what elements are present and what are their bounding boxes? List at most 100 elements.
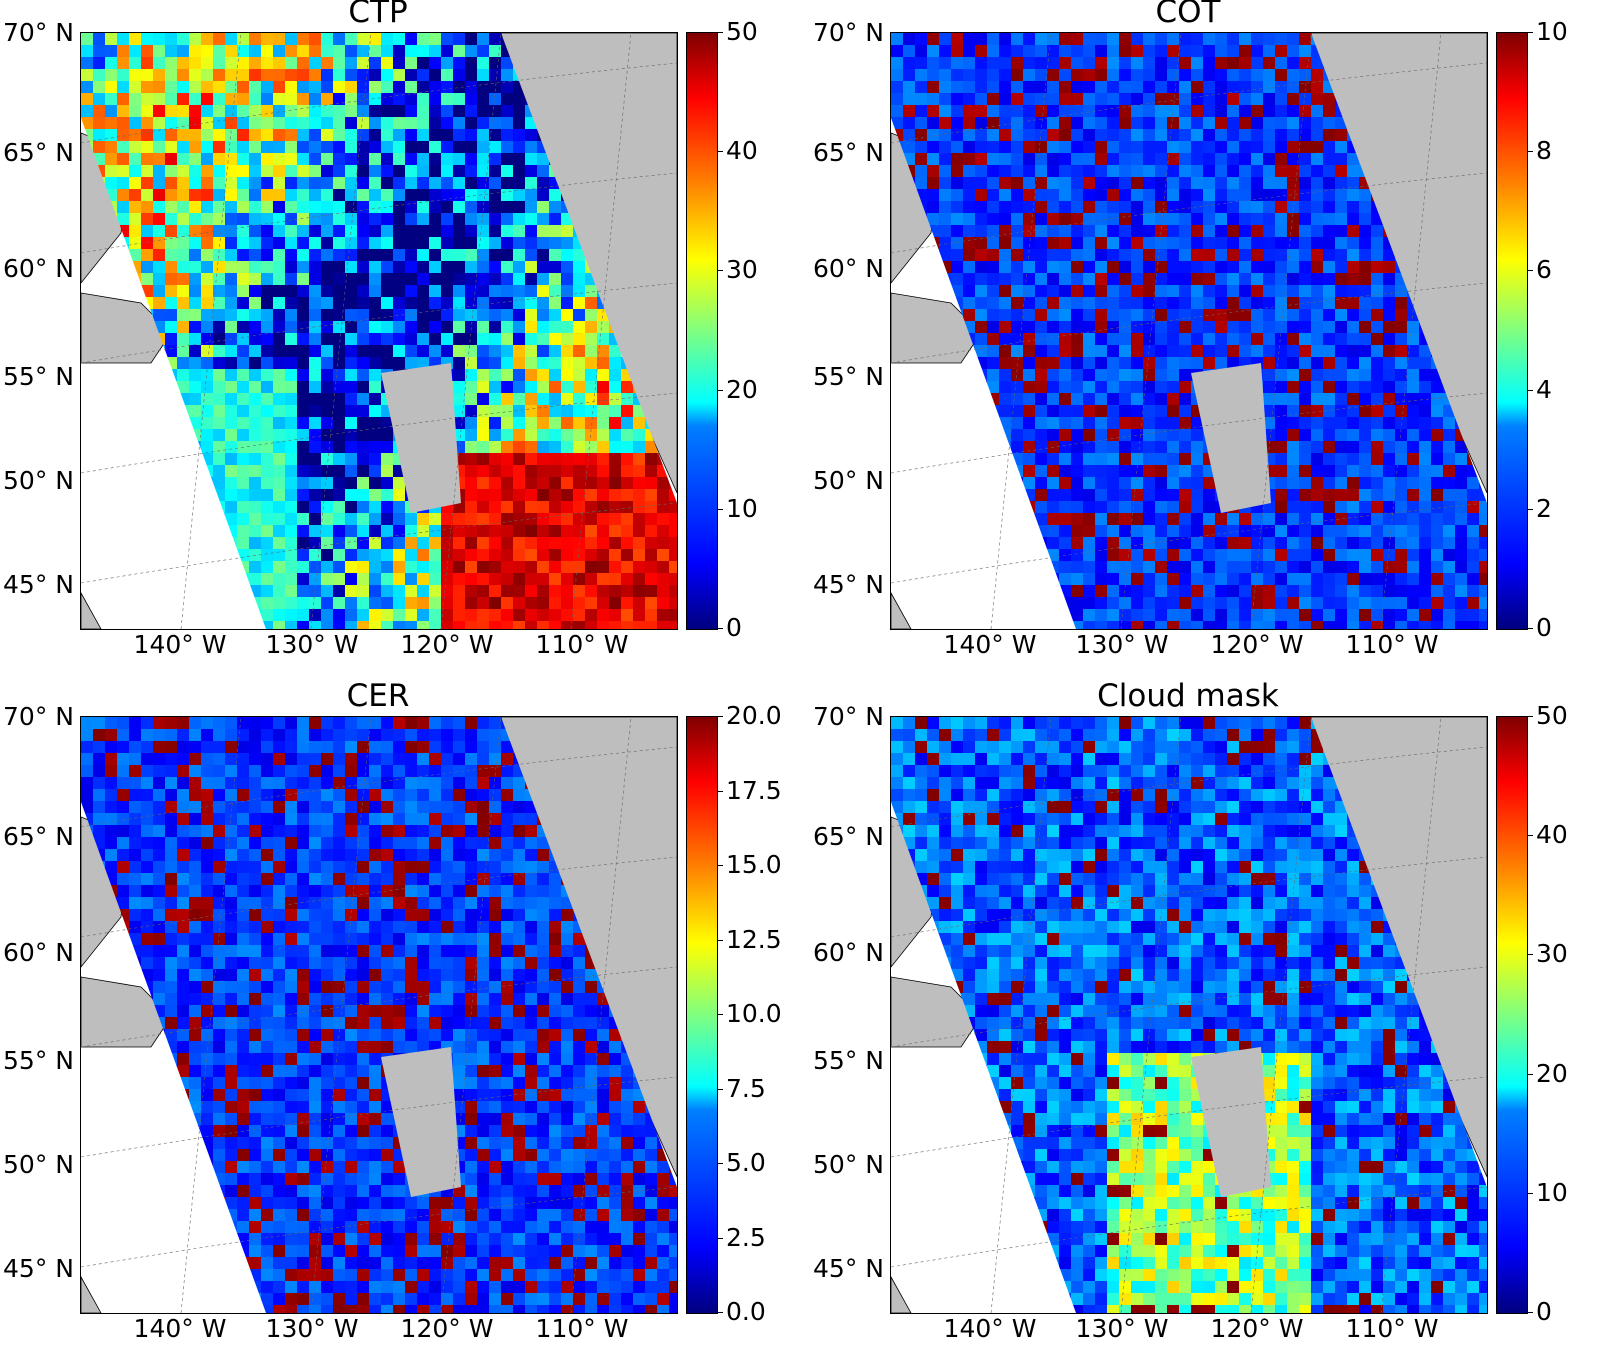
latitude-gridline [81,502,677,584]
colorbar [686,716,718,1314]
panel-cloud-mask: Cloud mask 70° N 65° N 60° N 55° N 50° N 45° … [810,678,1606,1371]
colorbar-tick-label: 0 [726,613,742,642]
colorbar-tick-label: 20.0 [726,701,782,730]
colorbar-tick-label: 20 [726,374,758,404]
latitude-label: 65° N [813,822,884,851]
latitude-label: 70° N [813,702,884,731]
latitude-gridline [81,966,677,1048]
map-area [890,716,1488,1314]
colorbar-tick-label: 17.5 [726,775,782,805]
colorbar-tickmark [717,1312,723,1313]
longitude-gridline [570,717,632,1313]
latitude-gridline [891,392,1487,474]
colorbar-tick-label: 10 [726,493,758,523]
colorbar-tickmark [1527,1192,1533,1194]
colorbar-tick-label: 4 [1536,374,1552,404]
panel-cot: COT 70° N 65° N 60° N 55° N 50° N 45° N 140° W… [810,0,1606,680]
colorbar-tick-label: 6 [1536,255,1552,285]
longitude-gridline [1120,717,1182,1313]
longitude-label: 110° W [1345,1314,1439,1343]
panel-title: Cloud mask [1097,678,1279,714]
latitude-label: 70° N [3,18,74,47]
land-mass [891,976,982,1048]
latitude-label: 55° N [813,362,884,391]
colorbar-tickmark [717,508,723,510]
panel-title: CTP [348,0,408,30]
longitude-gridline [570,33,632,629]
latitude-gridline [81,62,677,144]
colorbar-tick-label: 20 [1536,1058,1568,1088]
colorbar-tickmark [717,1163,723,1164]
latitude-label: 65° N [813,138,884,167]
latitude-gridline [891,856,1487,938]
missing-data-region [1191,363,1271,513]
colorbar-tick-label: 0 [1536,613,1552,642]
colorbar-tick-label: 10 [1536,1177,1568,1207]
latitude-gridline [81,1076,677,1158]
colorbar-tickmark [717,1014,723,1015]
longitude-label: 130° W [265,630,359,659]
longitude-label: 110° W [535,1314,629,1343]
colorbar-tick-label: 8 [1536,136,1552,166]
longitude-gridline [310,33,372,629]
panel-title: COT [1155,0,1221,30]
land-mass [81,592,102,629]
colorbar-tickmark [1527,389,1533,391]
colorbar-tick-label: 10.0 [726,999,782,1028]
longitude-label: 130° W [265,1314,359,1343]
colorbar-tickmark [1527,508,1533,510]
panel-ctp: CTP 70° N 65° N 60° N 55° N 50° N 45° N 140° W… [0,0,800,680]
longitude-gridline [1380,33,1442,629]
latitude-label: 50° N [3,466,74,495]
longitude-gridline [440,33,502,629]
longitude-label: 140° W [943,630,1037,659]
longitude-label: 120° W [1210,630,1304,659]
map-area [80,716,678,1314]
colorbar-tick-label: 5.0 [726,1148,766,1177]
latitude-gridline [891,282,1487,364]
longitude-gridline [990,717,1052,1313]
colorbar-tickmark [717,716,723,717]
latitude-label: 65° N [3,822,74,851]
latitude-label: 55° N [3,362,74,391]
latitude-gridline [891,62,1487,144]
land-mass [891,592,912,629]
missing-data-region [381,1047,461,1197]
longitude-label: 120° W [400,1314,494,1343]
colorbar-tickmark [717,389,723,391]
colorbar [1496,716,1528,1314]
colorbar-tick-label: 40 [1536,820,1568,850]
colorbar-tick-label: 50 [1536,701,1568,730]
colorbar-tick-label: 30 [1536,939,1568,969]
colorbar-tick-label: 10 [1536,17,1568,46]
latitude-label: 45° N [813,1254,884,1283]
latitude-gridline [891,746,1487,828]
colorbar-tickmark [717,628,723,629]
colorbar [1496,32,1528,630]
latitude-gridline [891,1186,1487,1268]
longitude-label: 130° W [1075,630,1169,659]
colorbar-tickmark [1527,1312,1533,1313]
latitude-label: 55° N [813,1046,884,1075]
latitude-label: 60° N [3,254,74,283]
longitude-label: 130° W [1075,1314,1169,1343]
latitude-label: 70° N [813,18,884,47]
colorbar-tick-label: 2 [1536,493,1552,523]
latitude-label: 50° N [813,466,884,495]
satellite-swath-map [891,717,1487,1313]
longitude-label: 140° W [133,1314,227,1343]
map-area [80,32,678,630]
colorbar-tickmark [1527,835,1533,837]
latitude-label: 60° N [813,938,884,967]
colorbar-tickmark [717,151,723,153]
colorbar-tick-label: 50 [726,17,758,46]
colorbar-tickmark [1527,716,1533,717]
colorbar-tick-label: 30 [726,255,758,285]
colorbar-tick-label: 0.0 [726,1297,766,1326]
latitude-label: 60° N [3,938,74,967]
longitude-gridline [310,717,372,1313]
land-mass [81,292,172,364]
latitude-gridline [81,746,677,828]
longitude-gridline [1250,717,1312,1313]
colorbar-tickmark [717,1088,723,1090]
